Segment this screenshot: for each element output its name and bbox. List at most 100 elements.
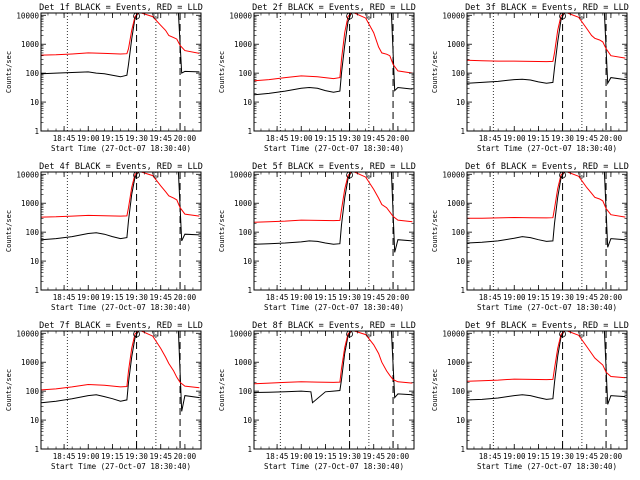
lld-series-line — [467, 172, 626, 219]
x-tick-label: 18:45 — [53, 134, 76, 143]
x-tick-label: 19:45 — [575, 134, 598, 143]
y-axis-title: Counts/sec — [431, 210, 439, 252]
x-tick-label: 19:30 — [551, 134, 574, 143]
y-tick-label: 1 — [34, 445, 39, 454]
x-axis-title: Start Time (27-Oct-07 18:30:40) — [477, 144, 617, 153]
panel-frame — [40, 12, 202, 132]
x-tick-label: 19:15 — [314, 452, 337, 461]
x-tick-label: 18:45 — [479, 452, 502, 461]
x-tick-label: 19:30 — [338, 134, 361, 143]
panel-frame — [253, 12, 415, 132]
x-axis-title: Start Time (27-Oct-07 18:30:40) — [51, 144, 191, 153]
x-tick-label: 19:45 — [149, 452, 172, 461]
y-axis-title: Counts/sec — [5, 51, 13, 93]
x-tick-label: 19:30 — [338, 293, 361, 302]
detector-panel-4: Det 4f BLACK = Events, RED = LLD 1 10 100 10… — [5, 162, 203, 312]
y-tick-label: 10 — [243, 416, 253, 425]
panel-title: Det 8f BLACK = Events, RED = LLD — [252, 321, 416, 331]
y-tick-label: 10000 — [442, 11, 465, 20]
x-tick-label: 18:45 — [53, 452, 76, 461]
panel-title: Det 6f BLACK = Events, RED = LLD — [465, 162, 629, 172]
y-tick-label: 10 — [456, 416, 466, 425]
x-tick-label: 20:00 — [387, 134, 410, 143]
y-tick-label: 1 — [460, 445, 465, 454]
detector-panel-2: Det 2f BLACK = Events, RED = LLD 1 10 100 10… — [218, 3, 416, 153]
x-tick-label: 20:00 — [600, 134, 623, 143]
y-tick-label: 10000 — [229, 170, 252, 179]
panel-title: Det 3f BLACK = Events, RED = LLD — [465, 3, 629, 13]
x-tick-label: 20:00 — [600, 452, 623, 461]
y-axis-title: Counts/sec — [218, 51, 226, 93]
detector-panel-1: Det 1f BLACK = Events, RED = LLD 1 10 100 10… — [5, 3, 203, 153]
x-tick-label: 19:00 — [290, 452, 313, 461]
panel-title: Det 2f BLACK = Events, RED = LLD — [252, 3, 416, 13]
x-tick-label: 19:45 — [575, 293, 598, 302]
y-tick-label: 1000 — [447, 358, 466, 367]
x-tick-label: 19:15 — [527, 293, 550, 302]
y-tick-label: 10 — [243, 257, 253, 266]
x-tick-label: 18:45 — [266, 293, 289, 302]
lld-series-line — [467, 13, 626, 63]
y-tick-label: 10000 — [16, 329, 39, 338]
x-tick-label: 19:15 — [101, 452, 124, 461]
lld-series-line — [254, 331, 413, 385]
y-tick-label: 1000 — [21, 199, 40, 208]
y-tick-label: 1 — [34, 286, 39, 295]
y-tick-label: 1 — [34, 127, 39, 136]
y-tick-label: 10000 — [16, 170, 39, 179]
x-tick-label: 19:00 — [503, 134, 526, 143]
events-series-line — [467, 172, 626, 248]
lld-series-line — [254, 172, 413, 223]
y-tick-label: 10 — [30, 98, 40, 107]
y-tick-label: 1000 — [447, 40, 466, 49]
y-tick-label: 1 — [247, 127, 252, 136]
y-tick-label: 100 — [451, 69, 465, 78]
x-tick-label: 18:45 — [266, 134, 289, 143]
x-tick-label: 19:30 — [125, 134, 148, 143]
events-series-line — [467, 13, 626, 85]
y-tick-label: 10 — [456, 98, 466, 107]
x-axis-title: Start Time (27-Oct-07 18:30:40) — [477, 303, 617, 312]
x-tick-label: 19:45 — [149, 134, 172, 143]
x-tick-label: 20:00 — [600, 293, 623, 302]
panel-frame — [466, 12, 628, 132]
x-tick-label: 19:00 — [290, 134, 313, 143]
lld-series-line — [41, 331, 200, 391]
x-tick-label: 19:45 — [575, 452, 598, 461]
events-series-line — [41, 331, 200, 412]
panel-frame — [466, 330, 628, 450]
x-tick-label: 19:00 — [77, 134, 100, 143]
y-tick-label: 1 — [247, 286, 252, 295]
y-tick-label: 10 — [243, 98, 253, 107]
x-axis-title: Start Time (27-Oct-07 18:30:40) — [264, 462, 404, 471]
lld-series-line — [41, 13, 200, 56]
y-axis-title: Counts/sec — [5, 210, 13, 252]
y-tick-label: 100 — [238, 69, 252, 78]
x-tick-label: 20:00 — [387, 293, 410, 302]
y-axis-title: Counts/sec — [431, 369, 439, 411]
x-tick-label: 18:45 — [479, 134, 502, 143]
x-tick-label: 19:00 — [503, 293, 526, 302]
y-tick-label: 1000 — [234, 358, 253, 367]
detector-panel-3: Det 3f BLACK = Events, RED = LLD 1 10 100 10… — [431, 3, 629, 153]
x-tick-label: 19:45 — [362, 134, 385, 143]
x-tick-label: 19:15 — [314, 134, 337, 143]
y-tick-label: 1 — [247, 445, 252, 454]
x-tick-label: 19:30 — [125, 293, 148, 302]
x-tick-label: 20:00 — [387, 452, 410, 461]
y-tick-label: 10 — [456, 257, 466, 266]
x-tick-label: 19:30 — [338, 452, 361, 461]
lld-series-line — [467, 331, 626, 382]
y-tick-label: 1000 — [21, 40, 40, 49]
x-axis-title: Start Time (27-Oct-07 18:30:40) — [51, 303, 191, 312]
y-tick-label: 1000 — [21, 358, 40, 367]
detector-panel-7: Det 7f BLACK = Events, RED = LLD 1 10 100 10… — [5, 321, 203, 471]
detector-panel-8: Det 8f BLACK = Events, RED = LLD 1 10 100 10… — [218, 321, 416, 471]
x-tick-label: 18:45 — [266, 452, 289, 461]
events-series-line — [254, 331, 413, 404]
y-tick-label: 1000 — [234, 40, 253, 49]
y-tick-label: 100 — [238, 387, 252, 396]
x-tick-label: 18:45 — [53, 293, 76, 302]
lld-series-line — [254, 13, 413, 82]
